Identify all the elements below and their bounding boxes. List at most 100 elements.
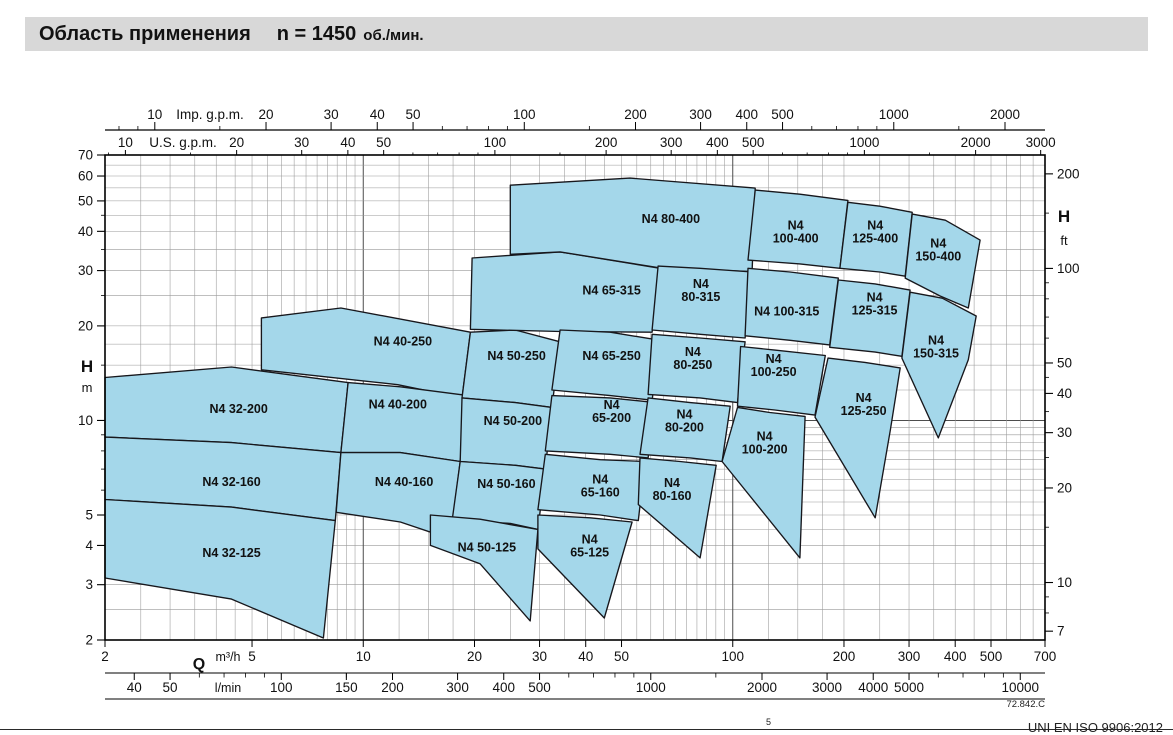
page-title: Область применения bbox=[39, 23, 251, 45]
h-ft-tick-label: 20 bbox=[1057, 480, 1072, 495]
region-label: N4 bbox=[757, 430, 773, 444]
us-gpm-tick-label: 2000 bbox=[961, 135, 991, 150]
m3h-tick-label: 50 bbox=[614, 649, 629, 664]
h-m-tick-label: 30 bbox=[78, 263, 93, 278]
region-n4-40-200 bbox=[340, 381, 469, 463]
us-gpm-tick-label: 30 bbox=[294, 135, 309, 150]
region-label: 125-250 bbox=[841, 404, 887, 418]
imp-gpm-tick-label: 2000 bbox=[990, 107, 1020, 122]
h-m-axis-label: H bbox=[81, 357, 93, 376]
us-gpm-tick-label: 1000 bbox=[849, 135, 879, 150]
imp-gpm-tick-label: 200 bbox=[624, 107, 647, 122]
h-ft-tick-label: 100 bbox=[1057, 261, 1080, 276]
lmin-tick-label: 40 bbox=[127, 680, 142, 695]
region-label: N4 40-160 bbox=[375, 475, 433, 489]
lmin-tick-label: 50 bbox=[163, 680, 178, 695]
imp-gpm-tick-label: 100 bbox=[513, 107, 536, 122]
imp-gpm-tick-label: 300 bbox=[689, 107, 712, 122]
region-label: N4 bbox=[788, 218, 804, 232]
imp-gpm-unit-label: Imp. g.p.m. bbox=[176, 107, 244, 122]
h-ft-tick-label: 30 bbox=[1057, 425, 1072, 440]
lmin-tick-label: 150 bbox=[335, 680, 358, 695]
lmin-tick-label: 300 bbox=[446, 680, 469, 695]
region-label: N4 bbox=[867, 218, 883, 232]
us-gpm-tick-label: 400 bbox=[706, 135, 729, 150]
region-label: 100-250 bbox=[751, 365, 797, 379]
h-m-tick-label: 70 bbox=[78, 148, 93, 163]
h-m-tick-label: 2 bbox=[85, 633, 93, 648]
m3h-tick-label: 10 bbox=[356, 649, 371, 664]
h-ft-tick-label: 7 bbox=[1057, 624, 1065, 639]
h-ft-tick-label: 200 bbox=[1057, 166, 1080, 181]
region-label: N4 65-250 bbox=[582, 349, 640, 363]
region-n4-125-250 bbox=[814, 357, 901, 519]
us-gpm-tick-label: 3000 bbox=[1026, 135, 1056, 150]
speed-value: n = 1450 bbox=[276, 23, 357, 45]
region-label: N4 50-250 bbox=[487, 349, 545, 363]
imp-gpm-tick-label: 400 bbox=[735, 107, 758, 122]
region-label: 80-250 bbox=[673, 358, 712, 372]
m3h-tick-label: 30 bbox=[532, 649, 547, 664]
speed-unit: об./мин. bbox=[363, 27, 424, 44]
region-n4-100-200 bbox=[721, 406, 806, 559]
us-gpm-unit-label: U.S. g.p.m. bbox=[149, 135, 217, 150]
lmin-tick-label: 5000 bbox=[894, 680, 924, 695]
lmin-tick-label: 10000 bbox=[1001, 680, 1039, 695]
region-label: N4 32-200 bbox=[209, 402, 267, 416]
m3h-unit-label: m³/h bbox=[216, 650, 241, 664]
region-n4-50-125 bbox=[429, 514, 539, 622]
h-m-tick-label: 3 bbox=[85, 577, 93, 592]
m3h-tick-label: 2 bbox=[101, 649, 109, 664]
region-label: N4 32-125 bbox=[202, 546, 260, 560]
m3h-tick-label: 100 bbox=[721, 649, 744, 664]
h-ft-tick-label: 50 bbox=[1057, 355, 1072, 370]
region-label: N4 50-125 bbox=[458, 541, 516, 555]
region-n4-150-315 bbox=[901, 291, 977, 439]
bottom-divider bbox=[0, 729, 1173, 730]
region-label: 150-315 bbox=[913, 346, 959, 360]
q-axis-label: Q bbox=[193, 656, 205, 673]
region-n4-32-125 bbox=[104, 498, 336, 639]
h-m-unit-label: m bbox=[82, 380, 93, 395]
region-label: N4 bbox=[685, 345, 701, 359]
m3h-tick-label: 5 bbox=[248, 649, 256, 664]
region-label: 80-160 bbox=[653, 489, 692, 503]
region-label: N4 bbox=[928, 333, 944, 347]
imp-gpm-tick-label: 30 bbox=[324, 107, 339, 122]
region-label: 65-125 bbox=[570, 545, 609, 559]
region-n4-80-315 bbox=[651, 265, 753, 339]
region-label: N4 bbox=[664, 476, 680, 490]
h-m-tick-label: 5 bbox=[85, 508, 93, 523]
m3h-tick-label: 40 bbox=[578, 649, 593, 664]
h-m-tick-label: 40 bbox=[78, 224, 93, 239]
h-m-tick-label: 4 bbox=[85, 538, 93, 553]
region-label: 100-400 bbox=[773, 231, 819, 245]
us-gpm-tick-label: 500 bbox=[742, 135, 765, 150]
region-label: 65-200 bbox=[592, 411, 631, 425]
lmin-tick-label: 4000 bbox=[858, 680, 888, 695]
m3h-tick-label: 300 bbox=[898, 649, 921, 664]
m3h-tick-label: 20 bbox=[467, 649, 482, 664]
region-label: 125-400 bbox=[852, 231, 898, 245]
us-gpm-tick-label: 20 bbox=[229, 135, 244, 150]
us-gpm-tick-label: 100 bbox=[484, 135, 507, 150]
region-label: N4 50-200 bbox=[484, 414, 542, 428]
region-n4-50-250 bbox=[461, 329, 561, 409]
m3h-tick-label: 200 bbox=[833, 649, 856, 664]
region-label: N4 bbox=[676, 407, 692, 421]
region-label: 100-200 bbox=[742, 443, 788, 457]
region-label: 150-400 bbox=[915, 250, 961, 264]
region-label: N4 bbox=[766, 352, 782, 366]
region-n4-80-160 bbox=[637, 457, 717, 559]
imp-gpm-tick-label: 500 bbox=[771, 107, 794, 122]
lmin-tick-label: 1000 bbox=[636, 680, 666, 695]
h-m-tick-label: 50 bbox=[78, 193, 93, 208]
region-n4-150-400 bbox=[904, 213, 981, 309]
region-label: 125-315 bbox=[852, 303, 898, 317]
region-label: N4 50-160 bbox=[477, 477, 535, 491]
region-n4-65-250 bbox=[551, 329, 661, 401]
us-gpm-tick-label: 40 bbox=[340, 135, 355, 150]
lmin-unit-label: l/min bbox=[215, 681, 241, 695]
us-gpm-tick-label: 200 bbox=[595, 135, 618, 150]
